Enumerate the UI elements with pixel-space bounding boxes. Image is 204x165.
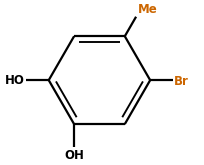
Text: Me: Me: [137, 3, 156, 16]
Text: HO: HO: [5, 74, 24, 87]
Text: Br: Br: [173, 75, 188, 88]
Text: OH: OH: [64, 148, 84, 162]
